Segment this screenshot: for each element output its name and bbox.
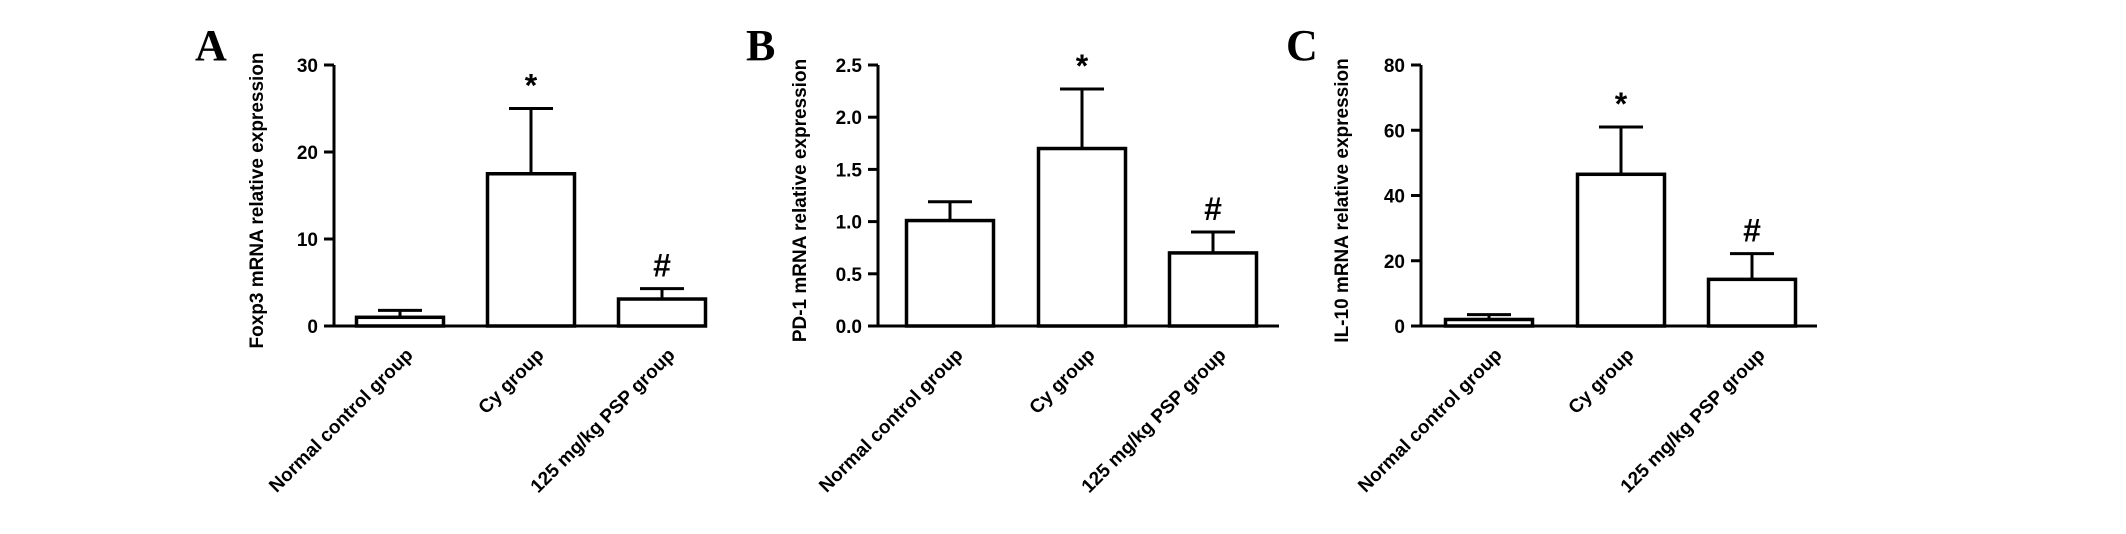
bar bbox=[1036, 146, 1128, 328]
y-tick-label: 20 bbox=[1384, 252, 1405, 273]
y-tick-label: 0.0 bbox=[836, 317, 862, 338]
panel-letter: C bbox=[1286, 21, 1318, 70]
category-label: 125 mg/kg PSP group bbox=[527, 345, 680, 498]
y-tick-label: 20 bbox=[297, 143, 318, 164]
significance-marker: * bbox=[525, 68, 538, 104]
y-tick-label: 2.5 bbox=[836, 56, 863, 77]
significance-marker: * bbox=[1076, 48, 1089, 84]
category-label: Normal control group bbox=[815, 345, 967, 497]
category-label: Normal control group bbox=[1354, 345, 1506, 497]
category-label: Cy group bbox=[475, 345, 549, 419]
y-tick-label: 60 bbox=[1384, 121, 1405, 142]
bar bbox=[616, 297, 708, 328]
y-tick-label: 40 bbox=[1384, 187, 1405, 208]
category-label: 125 mg/kg PSP group bbox=[1617, 345, 1770, 498]
bar bbox=[1706, 277, 1798, 328]
significance-marker: # bbox=[1204, 191, 1222, 227]
y-tick-label: 80 bbox=[1384, 56, 1405, 77]
chart-panel-c: C IL-10 mRNA relative expression 0 20 40 60 80… bbox=[1286, 21, 1817, 497]
significance-marker: # bbox=[653, 248, 671, 284]
bar bbox=[1167, 251, 1259, 328]
y-tick-label: 0.5 bbox=[836, 265, 863, 286]
bar bbox=[904, 218, 996, 328]
bar bbox=[1575, 172, 1667, 328]
y-axis-label: Foxp3 mRNA relative expression bbox=[247, 52, 268, 348]
category-label: Cy group bbox=[1565, 345, 1639, 419]
y-tick-label: 2.0 bbox=[836, 108, 862, 129]
y-tick-label: 30 bbox=[297, 56, 318, 77]
y-tick-label: 0 bbox=[1394, 317, 1405, 338]
y-tick-label: 1.0 bbox=[836, 213, 862, 234]
significance-marker: # bbox=[1743, 213, 1761, 249]
chart-panel-b: B PD-1 mRNA relative expression 0.0 0.5 1.0 1… bbox=[746, 21, 1279, 497]
bar bbox=[1443, 317, 1535, 328]
y-axis-label: PD-1 mRNA relative expression bbox=[790, 59, 811, 342]
bar bbox=[354, 315, 446, 328]
y-tick-label: 10 bbox=[297, 230, 318, 251]
significance-marker: * bbox=[1615, 86, 1628, 122]
category-label: Normal control group bbox=[265, 345, 417, 497]
y-tick-label: 0 bbox=[307, 317, 318, 338]
category-label: 125 mg/kg PSP group bbox=[1078, 345, 1231, 498]
panel-letter: A bbox=[195, 21, 227, 70]
panel-letter: B bbox=[746, 21, 775, 70]
bar bbox=[485, 172, 577, 328]
chart-panel-a: A Foxp3 mRNA relative expression 0 10 20 30 No… bbox=[195, 21, 708, 498]
y-axis-label: IL-10 mRNA relative expression bbox=[1332, 58, 1353, 342]
category-label: Cy group bbox=[1026, 345, 1100, 419]
y-tick-label: 1.5 bbox=[836, 160, 863, 181]
